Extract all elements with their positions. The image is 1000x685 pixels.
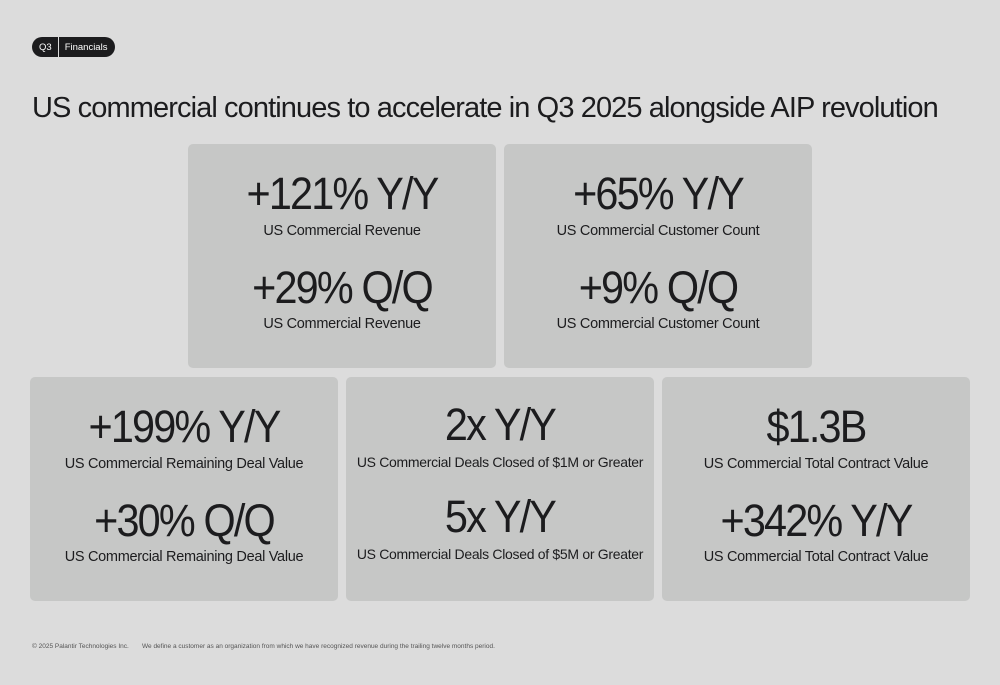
section-badge: Q3 Financials: [32, 37, 116, 57]
metric-primary-label: US Commercial Deals Closed of $1M or Gre…: [356, 454, 644, 470]
footer-copyright: © 2025 Palantir Technologies Inc.: [32, 643, 129, 650]
metric-secondary-label: US Commercial Deals Closed of $5M or Gre…: [356, 546, 644, 562]
metric-secondary: 5x Y/Y: [444, 491, 557, 542]
badge-section: Financials: [64, 41, 108, 53]
metric-primary-label: US Commercial Total Contract Value: [703, 456, 929, 472]
metric-secondary-label: US Commercial Total Contract Value: [703, 549, 929, 565]
card-deals-closed: 2x Y/Y US Commercial Deals Closed of $1M…: [346, 377, 654, 601]
card-total-contract-value: $1.3B US Commercial Total Contract Value…: [662, 377, 970, 601]
card-revenue: +121% Y/Y US Commercial Revenue +29% Q/Q…: [188, 144, 496, 368]
metric-secondary-label: US Commercial Revenue: [263, 316, 421, 332]
metric-secondary-label: US Commercial Remaining Deal Value: [64, 549, 304, 565]
metric-primary: 2x Y/Y: [444, 399, 557, 450]
metric-secondary: +30% Q/Q: [94, 495, 276, 546]
metric-primary: +65% Y/Y: [573, 168, 745, 219]
metric-secondary: +29% Q/Q: [252, 262, 434, 313]
metric-secondary-label: US Commercial Customer Count: [556, 316, 760, 332]
badge-quarter: Q3: [39, 41, 52, 53]
metric-primary: +199% Y/Y: [88, 401, 282, 452]
metric-primary-label: US Commercial Customer Count: [556, 223, 760, 239]
metric-secondary: +9% Q/Q: [578, 262, 739, 313]
footer-note: We define a customer as an organization …: [142, 643, 495, 650]
metric-primary-label: US Commercial Revenue: [263, 223, 421, 239]
metric-primary: $1.3B: [766, 401, 867, 452]
metric-secondary: +342% Y/Y: [720, 495, 914, 546]
metric-primary-label: US Commercial Remaining Deal Value: [64, 456, 304, 472]
card-remaining-deal-value: +199% Y/Y US Commercial Remaining Deal V…: [30, 377, 338, 601]
metric-primary: +121% Y/Y: [246, 168, 440, 219]
card-customer-count: +65% Y/Y US Commercial Customer Count +9…: [504, 144, 812, 368]
page-title: US commercial continues to accelerate in…: [32, 92, 939, 124]
badge-divider: [57, 37, 59, 57]
